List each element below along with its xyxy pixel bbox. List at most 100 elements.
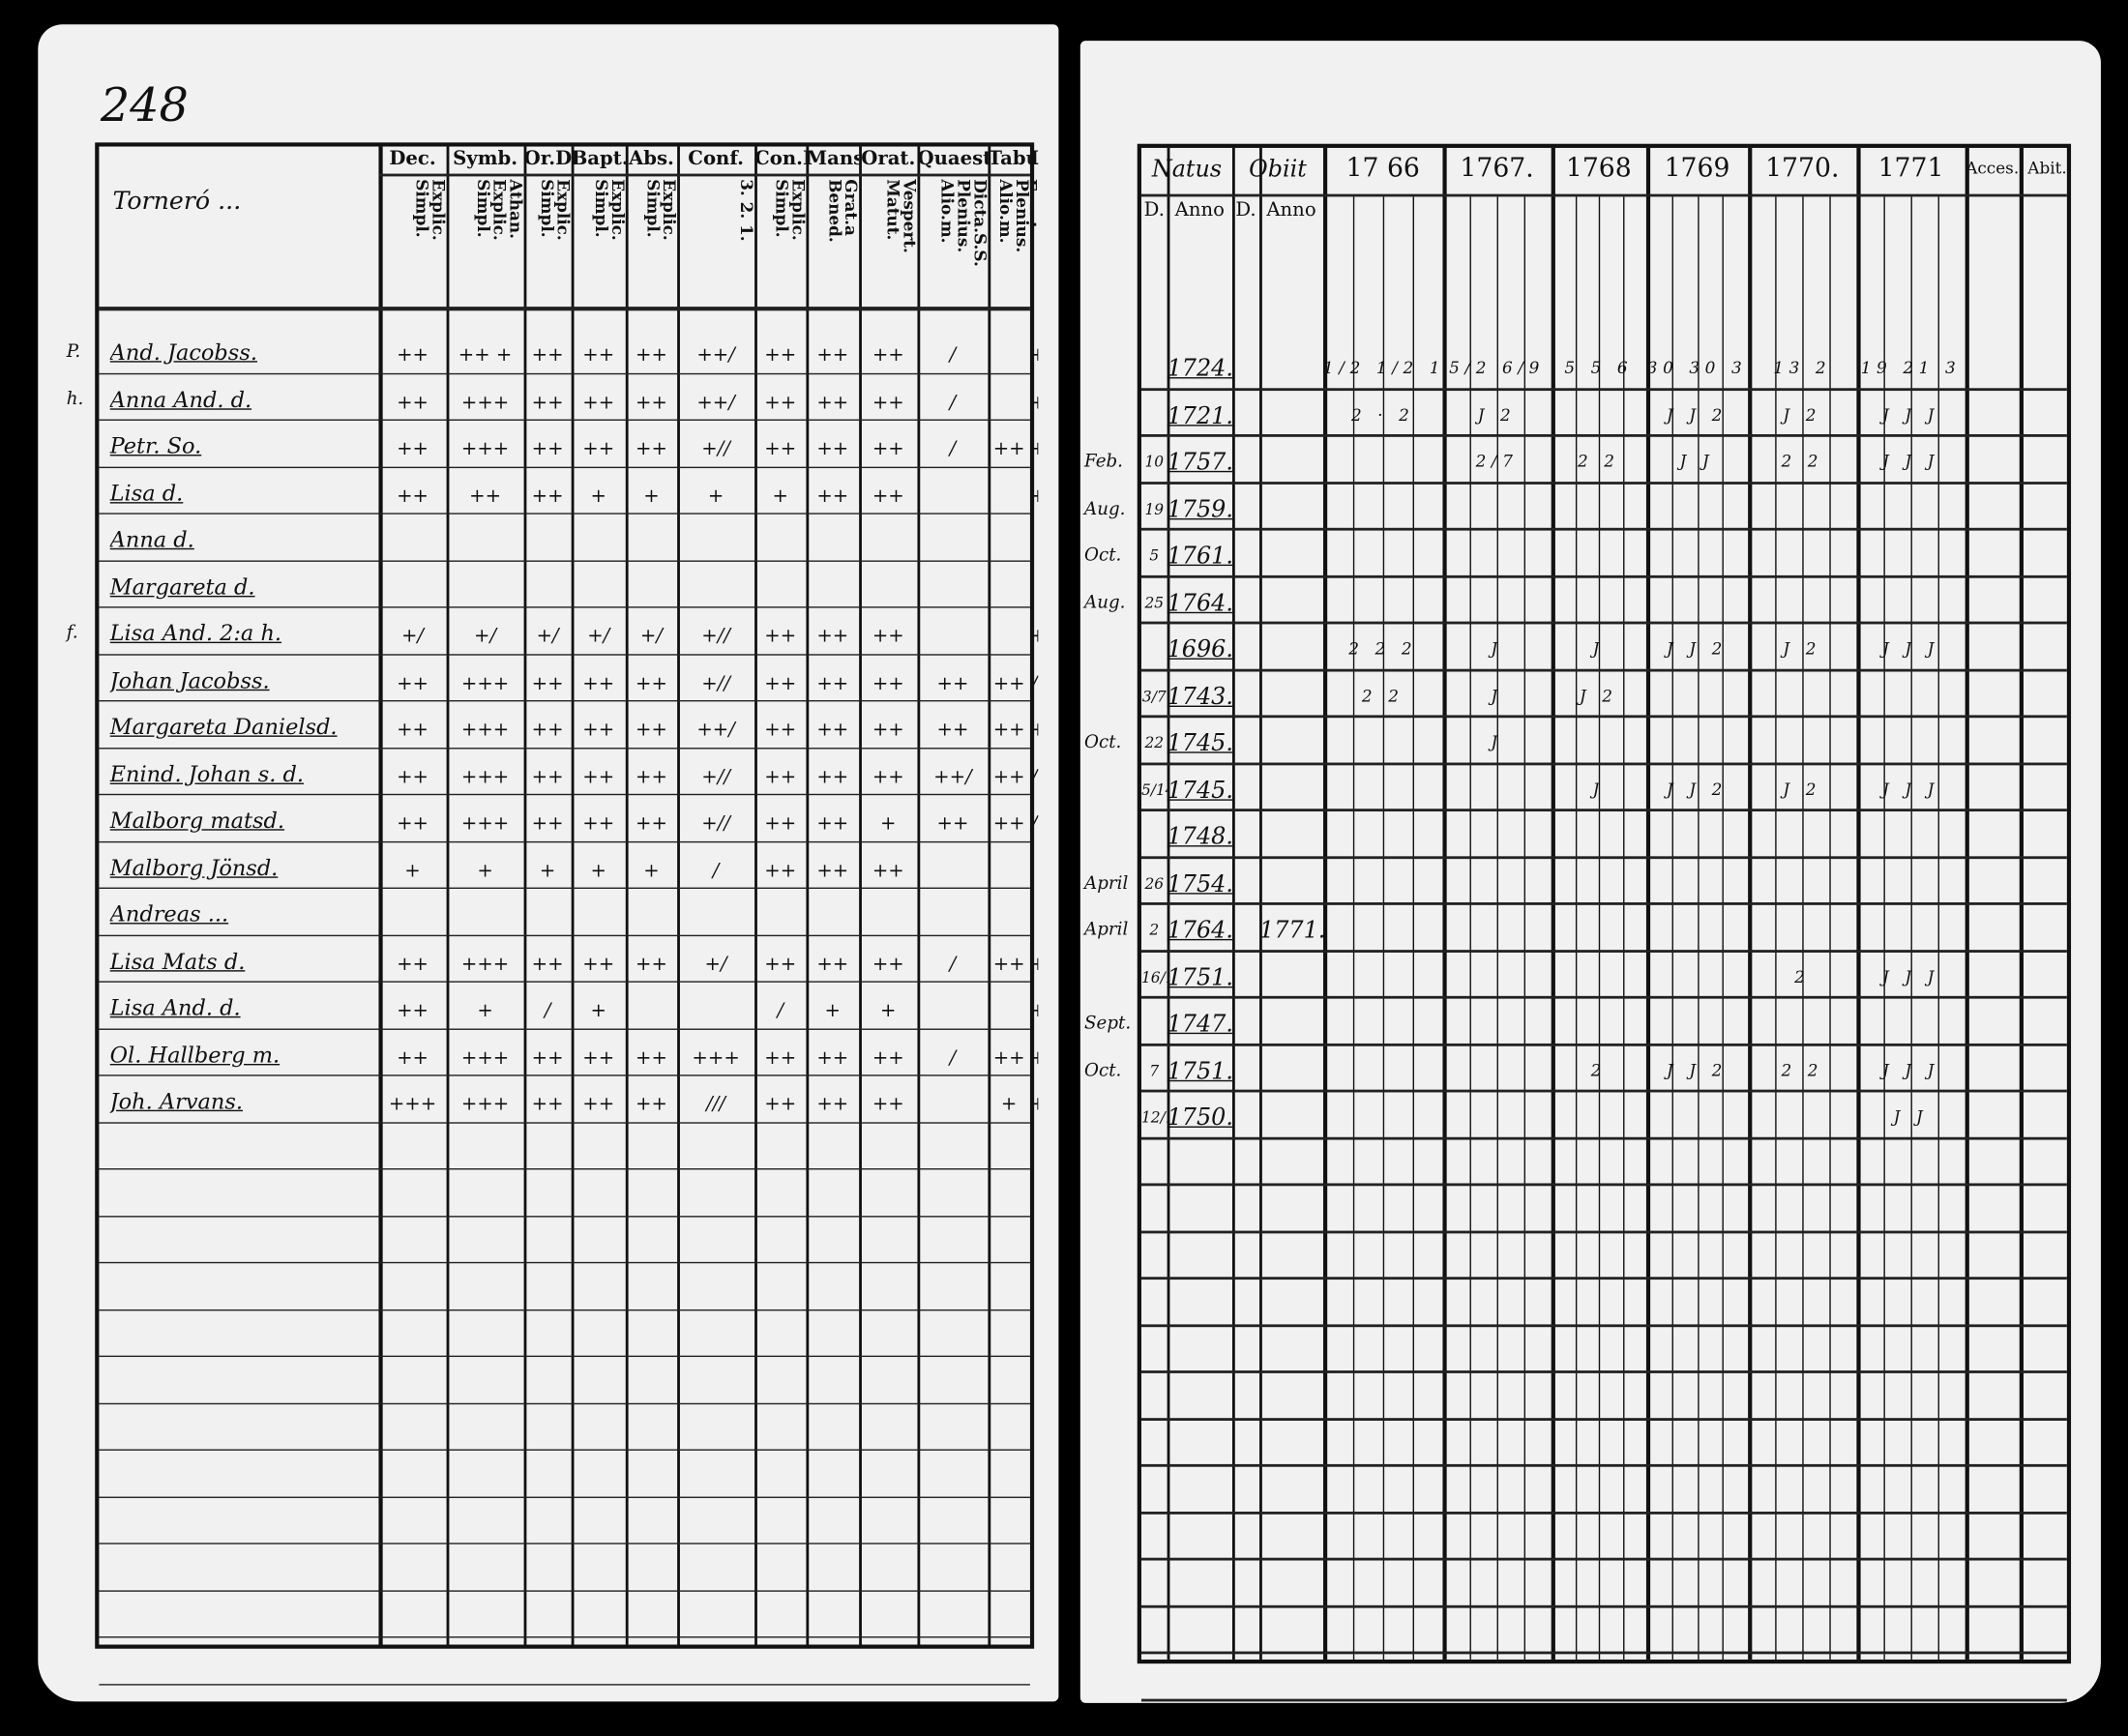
- knowledge-mark: ++: [764, 344, 797, 367]
- subcolumn-divider: [1352, 196, 1355, 1660]
- subcolumn-divider: [1910, 196, 1912, 1660]
- knowledge-mark: /: [1030, 672, 1038, 694]
- birth-day: 22: [1144, 734, 1165, 752]
- natus-header: Natus: [1151, 156, 1223, 184]
- knowledge-mark: ++: [764, 438, 797, 460]
- knowledge-mark: ++/: [696, 719, 735, 742]
- knowledge-mark: ++: [1030, 1046, 1038, 1068]
- birth-year: 1747.: [1167, 1011, 1232, 1039]
- knowledge-mark: +++: [692, 1046, 740, 1069]
- column-header: Quaest.: [917, 147, 988, 170]
- person-name: Enind. Johan s. d.: [109, 760, 305, 787]
- knowledge-mark: ++: [531, 812, 564, 835]
- row-line: [99, 699, 1030, 702]
- row-line: [99, 1449, 1030, 1451]
- column-header: L.n.: [1030, 148, 1038, 172]
- row-line: [99, 887, 1030, 890]
- attendance-mark: 30 30 3: [1646, 358, 1748, 378]
- attendance-mark: J 2: [1783, 780, 1822, 799]
- row-line: [99, 1261, 1030, 1264]
- row-line: [99, 653, 1030, 655]
- knowledge-mark: ++: [531, 1093, 564, 1116]
- person-name: Johan Jacobss.: [109, 666, 270, 693]
- person-name: Joh. Arvans.: [109, 1088, 244, 1114]
- knowledge-mark: ++: [582, 953, 615, 976]
- row-line: [1140, 715, 2067, 719]
- subcolumn-divider: [1622, 196, 1624, 1660]
- birth-day: 2: [1149, 921, 1160, 939]
- person-name: Lisa And. 2:a h.: [109, 620, 282, 646]
- birth-year: 1759.: [1167, 495, 1232, 523]
- knowledge-mark: ++: [816, 485, 849, 508]
- birth-day: 26: [1144, 874, 1165, 893]
- column-subheader: Exact. Alio.m.: [1029, 179, 1039, 235]
- attendance-mark: 5 5 6: [1564, 358, 1634, 378]
- knowledge-mark: ++: [872, 1093, 904, 1116]
- header-divider: [1140, 193, 2067, 197]
- attendance-mark: J 2: [1783, 404, 1822, 425]
- obiit-header: Obiit: [1249, 156, 1307, 184]
- attendance-mark: J: [1491, 686, 1503, 705]
- row-line: [1140, 1229, 2067, 1233]
- row-line: [99, 1215, 1030, 1217]
- knowledge-mark: /: [712, 859, 720, 882]
- person-name: Lisa Mats d.: [109, 948, 246, 974]
- obiit-day-header: D.: [1235, 199, 1256, 221]
- birth-month: Feb.: [1084, 452, 1123, 473]
- subcolumn-divider: [1575, 196, 1577, 1660]
- row-line: [99, 606, 1030, 608]
- attendance-mark: 2/7: [1475, 452, 1519, 471]
- row-line: [99, 1027, 1030, 1030]
- attendance-mark: J J 2: [1667, 780, 1729, 799]
- column-header: Or.D: [523, 147, 572, 170]
- knowledge-mark: ++: [764, 859, 797, 882]
- knowledge-mark: +: [643, 859, 660, 882]
- birth-day: 25: [1144, 593, 1165, 612]
- knowledge-mark: +/: [704, 953, 727, 976]
- knowledge-mark: ++: [816, 719, 849, 742]
- birth-month: Oct.: [1084, 732, 1122, 753]
- birth-day: 7: [1149, 1061, 1160, 1080]
- subcolumn-divider: [1382, 196, 1385, 1660]
- row-line: [1140, 1043, 2067, 1046]
- row-line: [99, 1543, 1030, 1545]
- column-header: Bapt.: [571, 147, 626, 170]
- knowledge-mark: ++: [816, 812, 849, 835]
- knowledge-mark: ++: [764, 1093, 797, 1116]
- attendance-mark: 2 2: [1577, 452, 1620, 471]
- row-line: [99, 981, 1030, 983]
- row-line: [1140, 574, 2067, 578]
- knowledge-mark: ++: [397, 766, 429, 788]
- subcolumn-divider: [1598, 196, 1601, 1660]
- column-header: Con.D: [754, 147, 806, 170]
- attendance-mark: 2 2 2: [1348, 638, 1418, 659]
- row-line: [1140, 1136, 2067, 1139]
- knowledge-mark: +: [1030, 1000, 1038, 1021]
- knowledge-mark: ++: [582, 766, 615, 788]
- knowledge-mark: ++: [872, 1046, 904, 1069]
- knowledge-mark: ++: [992, 953, 1025, 976]
- birth-day: 3/7: [1141, 687, 1167, 705]
- attendance-mark: 2: [1794, 966, 1811, 986]
- row-line: [1140, 668, 2067, 671]
- birth-month: Sept.: [1084, 1014, 1132, 1035]
- column-subheader: Explic. Simpl.: [643, 179, 678, 241]
- row-line: [99, 559, 1030, 562]
- knowledge-mark: +++: [460, 391, 510, 414]
- knowledge-mark: /: [1030, 812, 1038, 835]
- knowledge-mark: ++: [531, 438, 564, 460]
- death-year: 1771.: [1259, 917, 1323, 945]
- birth-month: Aug.: [1084, 592, 1126, 613]
- knowledge-mark: ++: [582, 344, 615, 367]
- birth-year: 1754.: [1167, 870, 1232, 898]
- attendance-mark: J J 2: [1667, 404, 1729, 425]
- natus-day-header: D.: [1143, 199, 1165, 221]
- column-divider: [859, 146, 862, 1645]
- page-number: 248: [100, 78, 189, 133]
- header-divider: [378, 173, 1030, 177]
- knowledge-mark: ++: [635, 812, 667, 835]
- knowledge-mark: +//: [701, 625, 730, 648]
- knowledge-mark: ++: [582, 719, 615, 742]
- person-name: Anna And. d.: [109, 386, 252, 412]
